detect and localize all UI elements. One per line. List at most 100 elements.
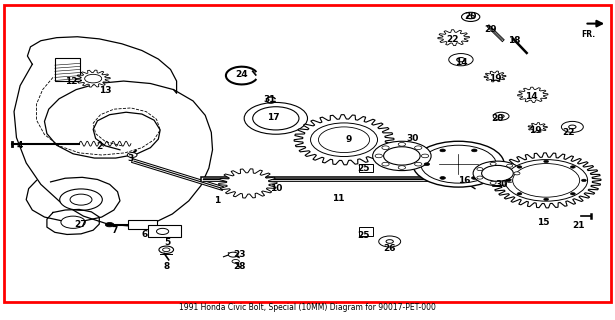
Circle shape bbox=[561, 121, 583, 132]
Circle shape bbox=[61, 216, 85, 228]
Circle shape bbox=[373, 141, 431, 171]
Circle shape bbox=[457, 58, 465, 62]
Text: 25: 25 bbox=[357, 164, 370, 173]
Text: 25: 25 bbox=[357, 231, 370, 240]
Circle shape bbox=[505, 160, 587, 201]
Circle shape bbox=[493, 112, 509, 120]
Circle shape bbox=[498, 115, 504, 118]
Circle shape bbox=[467, 15, 474, 19]
Circle shape bbox=[581, 179, 586, 181]
Text: 20: 20 bbox=[464, 12, 477, 21]
Text: 24: 24 bbox=[236, 70, 248, 79]
Text: 3: 3 bbox=[128, 154, 134, 163]
Polygon shape bbox=[294, 115, 394, 165]
Circle shape bbox=[415, 162, 422, 166]
Circle shape bbox=[507, 180, 513, 182]
Circle shape bbox=[382, 162, 389, 166]
Text: 30: 30 bbox=[406, 134, 418, 143]
Text: 28: 28 bbox=[233, 262, 245, 271]
Circle shape bbox=[477, 168, 483, 171]
Text: 22: 22 bbox=[446, 35, 459, 44]
Polygon shape bbox=[484, 71, 506, 82]
Text: 26: 26 bbox=[383, 244, 396, 253]
Circle shape bbox=[473, 161, 522, 186]
Circle shape bbox=[85, 74, 101, 83]
Circle shape bbox=[571, 166, 575, 168]
Circle shape bbox=[449, 53, 473, 66]
Circle shape bbox=[482, 165, 514, 181]
Circle shape bbox=[311, 123, 378, 156]
Circle shape bbox=[514, 172, 520, 175]
Circle shape bbox=[105, 222, 114, 227]
Text: 10: 10 bbox=[269, 184, 282, 193]
Circle shape bbox=[159, 246, 173, 253]
Circle shape bbox=[544, 198, 549, 201]
Text: 6: 6 bbox=[141, 230, 148, 239]
Circle shape bbox=[507, 164, 513, 167]
Circle shape bbox=[440, 177, 445, 179]
Circle shape bbox=[382, 146, 389, 149]
Circle shape bbox=[127, 153, 137, 157]
Circle shape bbox=[421, 145, 496, 183]
Text: 12: 12 bbox=[65, 76, 77, 85]
Text: 19: 19 bbox=[530, 126, 542, 135]
Circle shape bbox=[319, 127, 370, 153]
Circle shape bbox=[490, 181, 496, 184]
Circle shape bbox=[253, 107, 299, 130]
Polygon shape bbox=[518, 87, 548, 102]
Circle shape bbox=[506, 179, 511, 181]
Circle shape bbox=[156, 228, 169, 235]
Text: 8: 8 bbox=[163, 262, 169, 271]
Circle shape bbox=[488, 163, 493, 165]
Text: 17: 17 bbox=[267, 113, 280, 122]
Circle shape bbox=[162, 248, 170, 252]
Circle shape bbox=[60, 189, 102, 210]
Text: 1991 Honda Civic Bolt, Special (10MM) Diagram for 90017-PET-000: 1991 Honda Civic Bolt, Special (10MM) Di… bbox=[179, 303, 436, 312]
Circle shape bbox=[477, 176, 483, 179]
Polygon shape bbox=[528, 123, 547, 132]
Text: 16: 16 bbox=[458, 176, 471, 185]
Circle shape bbox=[375, 154, 383, 158]
Polygon shape bbox=[491, 153, 601, 208]
Circle shape bbox=[513, 164, 580, 197]
Text: 9: 9 bbox=[346, 135, 352, 144]
Text: 7: 7 bbox=[111, 226, 117, 235]
Circle shape bbox=[461, 12, 480, 21]
Text: 29: 29 bbox=[484, 25, 496, 34]
Text: 2: 2 bbox=[96, 142, 103, 151]
Text: 13: 13 bbox=[99, 86, 111, 95]
Circle shape bbox=[569, 125, 576, 129]
Polygon shape bbox=[76, 70, 110, 87]
Circle shape bbox=[424, 163, 429, 165]
Circle shape bbox=[517, 166, 522, 168]
Circle shape bbox=[384, 147, 420, 165]
Text: 23: 23 bbox=[233, 250, 245, 259]
Bar bbox=[128, 220, 157, 229]
Bar bbox=[148, 225, 181, 237]
Text: 15: 15 bbox=[538, 218, 550, 227]
Bar bbox=[55, 58, 81, 81]
Circle shape bbox=[472, 149, 477, 152]
Circle shape bbox=[413, 141, 504, 187]
Text: 31: 31 bbox=[263, 95, 276, 104]
Bar bbox=[359, 227, 373, 236]
Circle shape bbox=[421, 154, 429, 158]
Circle shape bbox=[70, 194, 92, 205]
Polygon shape bbox=[438, 30, 469, 46]
Text: 27: 27 bbox=[74, 220, 87, 228]
Circle shape bbox=[379, 236, 400, 247]
Text: 22: 22 bbox=[562, 128, 574, 137]
Circle shape bbox=[386, 240, 394, 243]
Text: 30: 30 bbox=[495, 180, 507, 189]
Text: 21: 21 bbox=[572, 221, 585, 230]
Circle shape bbox=[228, 252, 238, 257]
Circle shape bbox=[399, 166, 405, 169]
Text: 14: 14 bbox=[525, 92, 538, 101]
Circle shape bbox=[440, 149, 445, 152]
Text: 1: 1 bbox=[214, 196, 221, 205]
Text: FR.: FR. bbox=[582, 30, 596, 39]
Circle shape bbox=[472, 177, 477, 179]
Circle shape bbox=[399, 142, 405, 146]
Polygon shape bbox=[218, 169, 277, 198]
Circle shape bbox=[517, 193, 522, 195]
